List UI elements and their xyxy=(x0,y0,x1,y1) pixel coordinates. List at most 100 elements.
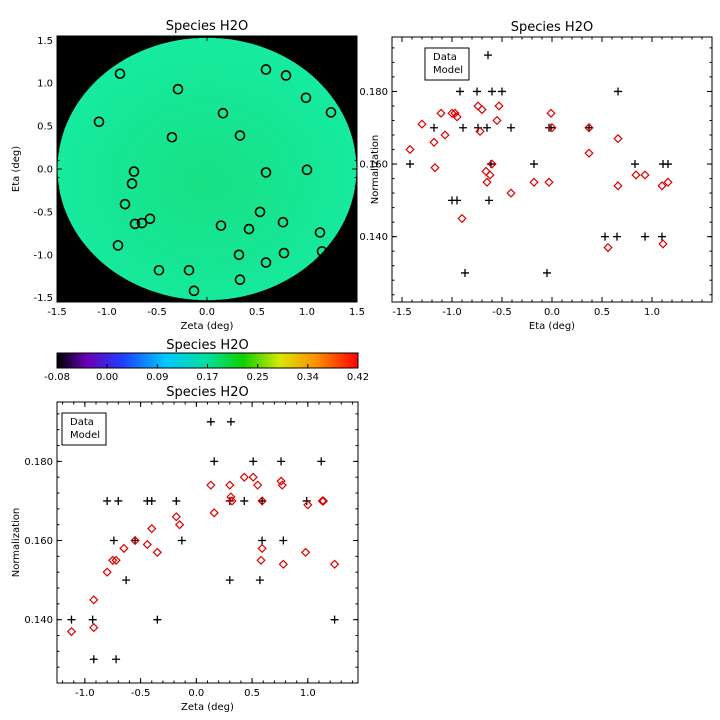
x-tick-label: -1.0 xyxy=(97,307,117,318)
y-tick-label: 0.180 xyxy=(359,87,388,98)
observation-circle xyxy=(234,274,246,285)
x-axis-label: Zeta (deg) xyxy=(181,321,234,332)
legend-data-label: Data xyxy=(433,52,457,63)
model-point-diamond xyxy=(475,126,485,137)
x-tick-label: -1.5 xyxy=(392,307,412,318)
model-point-diamond xyxy=(547,123,557,133)
model-point-diamond xyxy=(171,512,181,522)
model-point-diamond xyxy=(584,148,594,158)
model-point-diamond xyxy=(108,555,118,565)
model-point-diamond xyxy=(206,480,216,490)
model-point-diamond xyxy=(277,480,287,490)
model-point-diamond xyxy=(603,242,613,253)
observation-circle xyxy=(172,83,184,95)
data-point-plus xyxy=(88,615,97,624)
observation-circle xyxy=(316,246,328,257)
x-tick-label: 0.5 xyxy=(249,307,265,318)
data-point-plus xyxy=(225,496,234,505)
model-point-diamond xyxy=(663,177,673,187)
data-point-plus xyxy=(225,576,234,585)
model-point-diamond xyxy=(452,112,462,122)
model-point-diamond xyxy=(506,188,516,198)
x-tick-label: -0.5 xyxy=(147,307,167,318)
x-tick-label: 0.5 xyxy=(594,307,610,318)
legend-model-label: Model xyxy=(433,65,463,76)
model-point-diamond xyxy=(613,133,623,144)
model-point-diamond xyxy=(303,500,313,510)
data-point-plus xyxy=(488,87,496,96)
y-tick-label: 0.0 xyxy=(37,165,53,176)
chart-title: Species H2O xyxy=(166,385,248,400)
chart-title: Species H2O xyxy=(166,19,248,34)
data-point-plus xyxy=(507,123,515,132)
x-axis-label: Eta (deg) xyxy=(529,321,575,332)
model-point-diamond xyxy=(631,170,641,180)
x-tick-label: -1.5 xyxy=(47,307,67,318)
observation-circle xyxy=(183,264,195,276)
observation-circle xyxy=(260,64,272,75)
model-point-diamond xyxy=(257,496,267,506)
data-point-plus xyxy=(631,160,639,169)
data-point-plus xyxy=(153,615,162,624)
model-point-diamond xyxy=(209,508,219,518)
model-point-diamond xyxy=(102,567,112,577)
data-point-plus xyxy=(172,496,181,505)
legend-model-label: Model xyxy=(70,430,100,441)
model-point-diamond xyxy=(436,108,446,118)
legend-box xyxy=(61,412,107,446)
colorbar-tick-label: 0.34 xyxy=(297,372,319,383)
data-point-plus xyxy=(258,536,267,545)
x-tick-label: -0.5 xyxy=(492,307,512,318)
data-point-plus xyxy=(585,123,593,132)
data-point-plus xyxy=(614,87,622,96)
model-point-diamond xyxy=(482,177,492,187)
observation-circle xyxy=(215,220,227,231)
data-point-plus xyxy=(658,232,666,241)
model-point-diamond xyxy=(329,559,340,569)
model-point-diamond xyxy=(111,555,121,565)
model-point-diamond xyxy=(487,159,497,169)
model-point-diamond xyxy=(253,480,263,490)
y-axis-label: Normalization xyxy=(11,508,22,578)
observation-circle xyxy=(93,116,105,128)
data-point-plus xyxy=(601,232,609,241)
model-point-diamond xyxy=(429,137,439,147)
observation-circle xyxy=(136,217,148,229)
observation-circle xyxy=(112,240,124,251)
observation-circle xyxy=(277,216,289,228)
model-point-diamond xyxy=(613,181,623,191)
data-point-plus xyxy=(543,268,551,277)
observation-circle xyxy=(260,167,272,178)
model-point-diamond xyxy=(174,520,185,530)
model-point-diamond xyxy=(477,104,487,115)
model-point-diamond xyxy=(257,543,267,554)
data-point-plus xyxy=(641,232,649,241)
x-tick-label: 0.0 xyxy=(544,307,560,318)
data-point-plus xyxy=(147,496,156,505)
y-tick-label: 0.140 xyxy=(359,232,388,243)
y-tick-label: -1.0 xyxy=(33,250,53,261)
observation-circle xyxy=(153,264,165,276)
model-point-diamond xyxy=(546,108,556,118)
data-point-plus xyxy=(226,417,235,426)
y-tick-label: 0.180 xyxy=(24,457,53,468)
data-point-plus xyxy=(664,160,672,169)
observation-circle xyxy=(234,130,246,141)
observation-circle xyxy=(278,247,290,259)
data-point-plus xyxy=(112,655,121,664)
model-point-diamond xyxy=(130,535,140,546)
observation-circle xyxy=(254,206,266,218)
data-point-plus xyxy=(258,496,267,505)
colorbar-tick-label: 0.25 xyxy=(247,372,269,383)
data-point-plus xyxy=(210,457,219,466)
x-tick-label: 1.0 xyxy=(299,307,315,318)
data-point-plus xyxy=(67,615,76,624)
x-tick-label: -1.0 xyxy=(75,688,95,699)
data-point-plus xyxy=(249,457,258,466)
model-point-diamond xyxy=(473,101,483,111)
data-point-plus xyxy=(406,160,414,169)
model-point-diamond xyxy=(89,622,99,633)
data-point-plus xyxy=(114,496,123,505)
model-point-diamond xyxy=(658,239,668,249)
y-tick-label: 1.0 xyxy=(37,79,53,90)
